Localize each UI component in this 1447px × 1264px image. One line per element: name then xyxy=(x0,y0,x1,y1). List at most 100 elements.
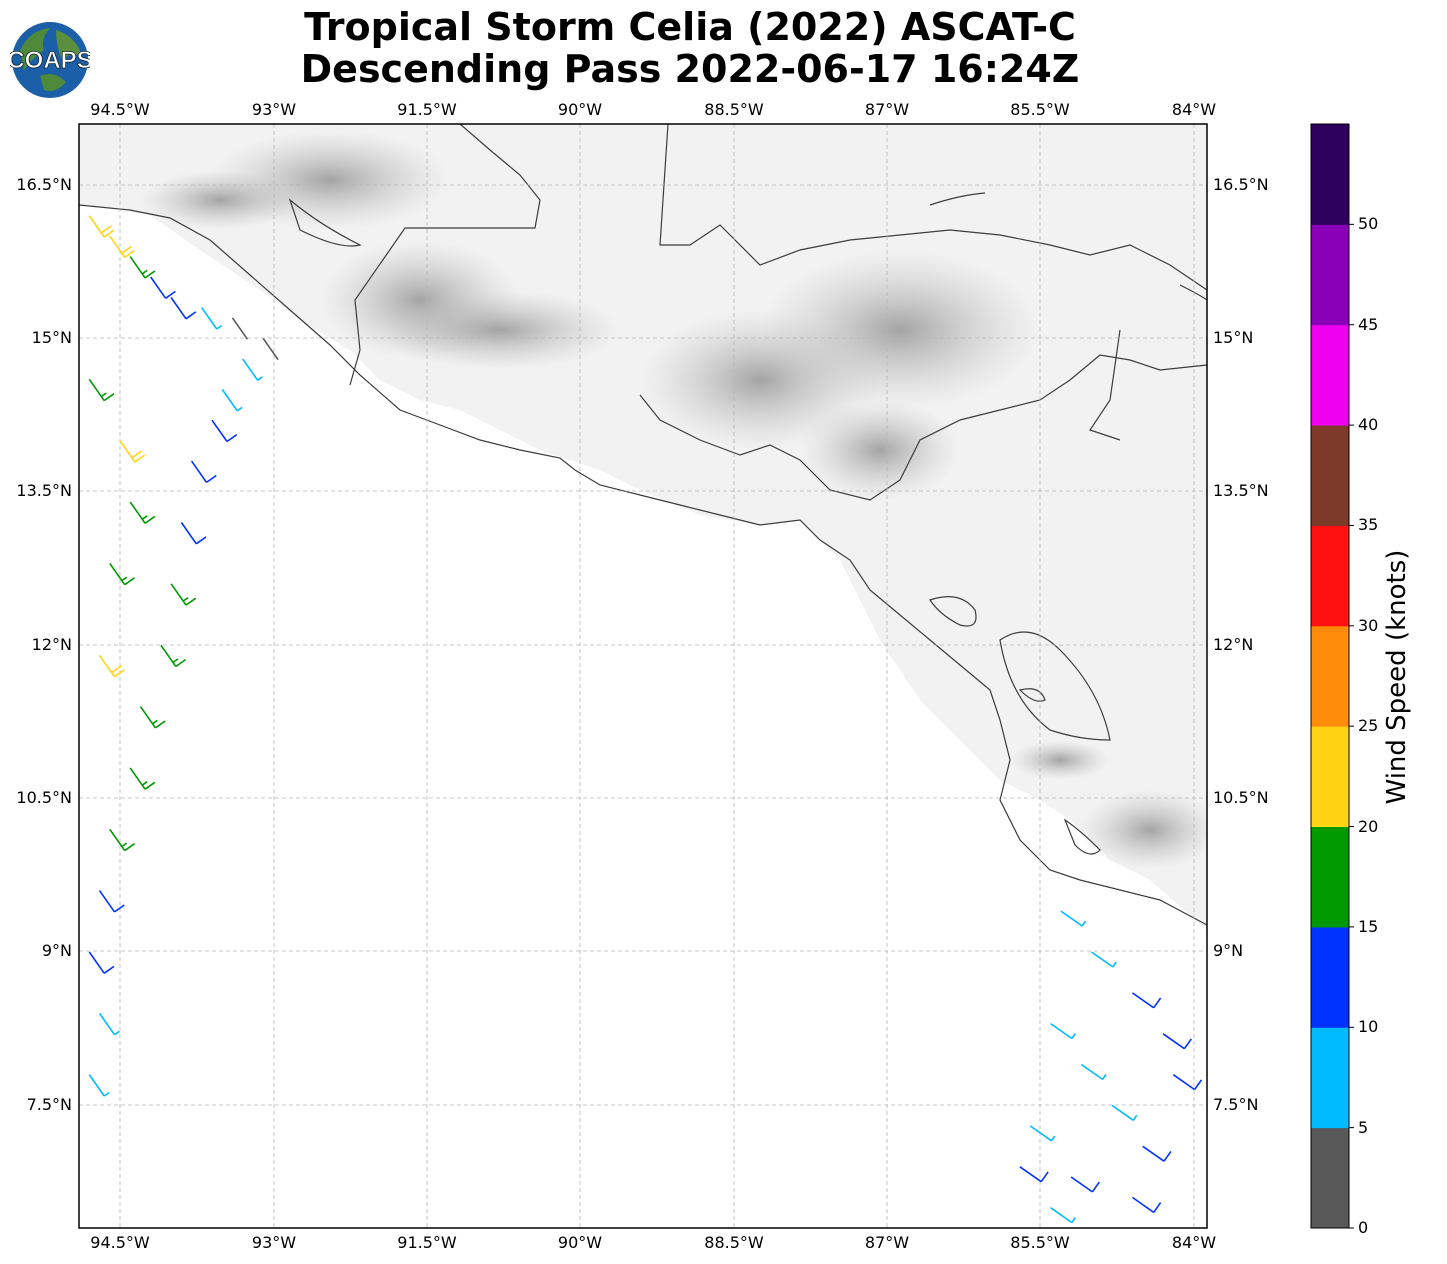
wind-barb xyxy=(1080,1063,1107,1081)
wind-barb xyxy=(221,389,243,412)
lat-label-left: 9°N xyxy=(41,941,72,960)
lon-label-bottom: 91.5°W xyxy=(397,1233,457,1252)
wind-barb xyxy=(231,317,249,340)
wind-barb xyxy=(160,644,187,668)
colorbar-tick-label: 45 xyxy=(1358,314,1379,334)
colorbar-tick-label: 40 xyxy=(1358,415,1379,435)
lon-label-bottom: 94.5°W xyxy=(90,1233,150,1252)
lat-label-right: 15°N xyxy=(1213,328,1254,347)
colorbar-segment xyxy=(1311,726,1349,828)
lat-label-left: 15°N xyxy=(31,328,72,347)
title-line-2: Descending Pass 2022-06-17 16:24Z xyxy=(300,47,1080,91)
colorbar-segment xyxy=(1311,1027,1349,1129)
wind-barb xyxy=(150,276,176,299)
terrain xyxy=(79,124,1207,930)
lon-label-top: 87°W xyxy=(864,100,910,119)
colorbar-tick-label: 35 xyxy=(1358,515,1379,535)
wind-barb xyxy=(109,562,135,586)
lat-label-left: 13.5°N xyxy=(16,481,72,500)
colorbar-frame xyxy=(1310,123,1350,1229)
wind-barb xyxy=(180,522,207,545)
wind-barbs xyxy=(88,215,1203,1224)
wind-barb xyxy=(1131,992,1162,1009)
colorbar-tick-label: 50 xyxy=(1358,214,1379,234)
lon-label-top: 93°W xyxy=(251,100,297,119)
lat-label-right: 12°N xyxy=(1213,635,1254,654)
wind-barb xyxy=(1091,951,1117,968)
wind-barb xyxy=(1050,1022,1076,1040)
colorbar-tick-label: 0 xyxy=(1358,1218,1369,1237)
wind-barb xyxy=(98,890,125,913)
wind-barb xyxy=(98,654,125,678)
lon-label-bottom: 84°W xyxy=(1171,1233,1217,1252)
coastlines xyxy=(79,124,1207,926)
wind-barb xyxy=(1060,910,1087,927)
wind-barb xyxy=(190,460,217,484)
colorbar-tick-label: 10 xyxy=(1358,1017,1379,1037)
wind-barb xyxy=(1131,1196,1162,1214)
wind-barb xyxy=(109,235,135,259)
wind-barb xyxy=(1029,1125,1056,1142)
wind-barb xyxy=(88,378,115,402)
wind-barb xyxy=(109,828,135,852)
wind-barb xyxy=(1162,1033,1192,1050)
lon-label-top: 90°W xyxy=(557,100,603,119)
wind-barb xyxy=(170,297,197,320)
lon-label-top: 84°W xyxy=(1171,100,1217,119)
colorbar-segment xyxy=(1311,525,1349,627)
lon-label-bottom: 93°W xyxy=(251,1233,297,1252)
wind-barb xyxy=(88,215,115,238)
wind-barb xyxy=(1070,1176,1100,1193)
wind-barb xyxy=(1172,1074,1203,1091)
map-frame xyxy=(78,123,1208,1229)
lon-label-top: 94.5°W xyxy=(90,100,150,119)
wind-barb xyxy=(98,1012,120,1036)
coaps-logo: COAPS xyxy=(7,20,93,100)
lat-label-left: 16.5°N xyxy=(16,175,72,194)
colorbar-tick-label: 5 xyxy=(1358,1117,1369,1137)
wind-barb xyxy=(211,419,238,443)
lat-label-right: 13.5°N xyxy=(1213,481,1269,500)
wind-barb xyxy=(88,1074,110,1097)
wind-barb xyxy=(139,706,166,729)
lat-label-left: 10.5°N xyxy=(16,788,72,807)
wind-barb xyxy=(262,337,279,361)
wind-barb xyxy=(129,256,156,279)
wind-barb xyxy=(88,951,115,974)
colorbar-tick-label: 20 xyxy=(1358,816,1379,836)
map-title: Tropical Storm Celia (2022) ASCAT-C Desc… xyxy=(200,6,1180,90)
lon-label-bottom: 90°W xyxy=(557,1233,603,1252)
lon-label-bottom: 88.5°W xyxy=(704,1233,764,1252)
wind-barb xyxy=(170,583,197,606)
colorbar-segment xyxy=(1311,926,1349,1028)
lat-label-right: 9°N xyxy=(1213,941,1244,960)
wind-barb xyxy=(1111,1104,1138,1121)
colorbar-segment xyxy=(1311,625,1349,727)
lat-label-right: 16.5°N xyxy=(1213,175,1269,194)
title-line-1: Tropical Storm Celia (2022) ASCAT-C xyxy=(304,5,1076,49)
colorbar xyxy=(1311,124,1354,1229)
wind-barb xyxy=(201,307,223,330)
lon-label-top: 91.5°W xyxy=(397,100,457,119)
wind-barb xyxy=(129,767,156,790)
colorbar-tick-label: 25 xyxy=(1358,716,1379,736)
map-plot-area xyxy=(79,124,1207,1228)
lon-label-bottom: 85.5°W xyxy=(1010,1233,1070,1252)
lat-label-right: 7.5°N xyxy=(1213,1095,1259,1114)
colorbar-segment xyxy=(1311,324,1349,426)
colorbar-segment xyxy=(1311,224,1349,326)
wind-barb xyxy=(1142,1145,1172,1162)
logo-text: COAPS xyxy=(10,47,90,74)
colorbar-segment xyxy=(1311,1127,1349,1229)
wind-barb xyxy=(1050,1207,1076,1224)
wind-barb xyxy=(242,358,263,381)
colorbar-segment xyxy=(1311,124,1349,225)
wind-barb xyxy=(129,501,156,524)
lat-label-left: 12°N xyxy=(31,635,72,654)
colorbar-label: Wind Speed (knots) xyxy=(1382,549,1412,805)
wind-barb xyxy=(1019,1166,1049,1183)
colorbar-tick-label: 15 xyxy=(1358,916,1379,936)
colorbar-segment xyxy=(1311,425,1349,526)
lon-label-top: 88.5°W xyxy=(704,100,764,119)
lon-label-bottom: 87°W xyxy=(864,1233,910,1252)
